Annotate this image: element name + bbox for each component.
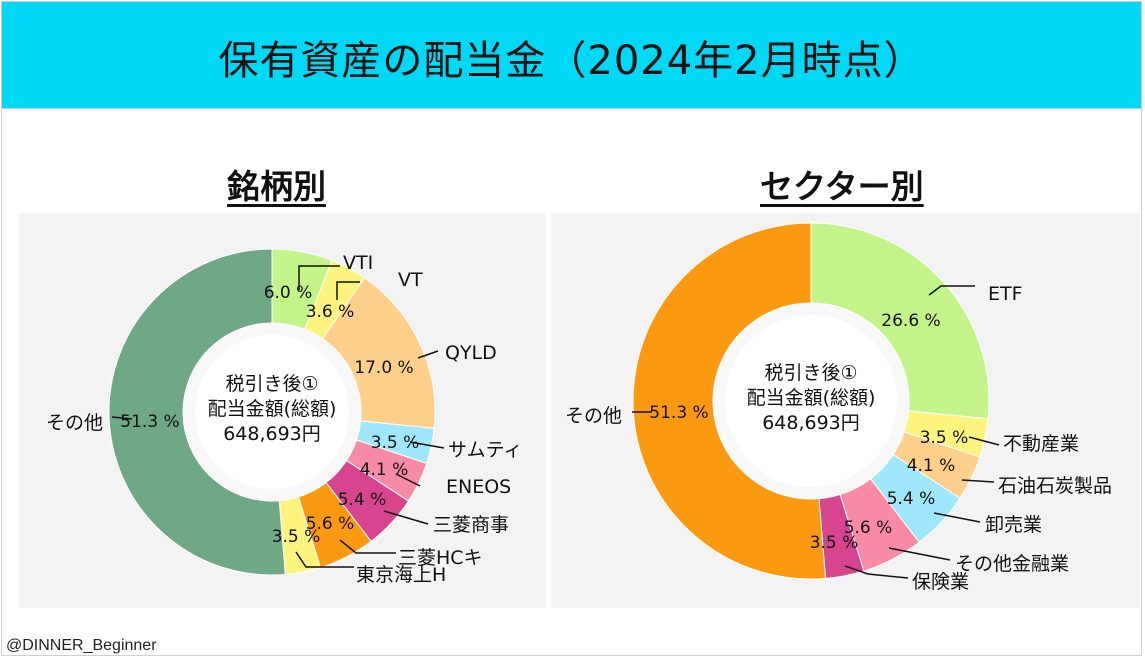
left-chart-heading: 銘柄別 [227, 167, 326, 206]
donut-slice [810, 222, 990, 420]
title-banner: 保有資産の配当金（2024年2月時点） [2, 2, 1141, 109]
slice-category-label: ENEOS [446, 476, 511, 498]
slice-category-label: 卸売業 [985, 514, 1042, 536]
slice-value-label: 4.1 % [907, 456, 956, 476]
donut-slice [632, 222, 827, 580]
leader-line [844, 565, 909, 579]
slice-category-label: その他 [565, 405, 622, 427]
slice-value-label: 5.4 % [338, 490, 387, 510]
center-label: 税引き後① [764, 362, 857, 384]
slice-value-label: 3.6 % [306, 302, 355, 322]
leader-line [888, 547, 951, 561]
slice-value-label: 5.6 % [306, 514, 355, 534]
slice-value-label: 6.0 % [264, 283, 313, 303]
leader-line [295, 551, 354, 568]
donut-slice [108, 248, 286, 576]
slice-category-label: 石油石炭製品 [998, 475, 1112, 497]
slice-value-label: 5.4 % [887, 489, 936, 509]
slice-category-label: VTI [343, 252, 373, 274]
slice-category-label: 三菱HCキ [398, 547, 483, 569]
slice-category-label: サムティ [448, 439, 522, 461]
leader-line [968, 436, 1000, 446]
leader-line [336, 281, 360, 300]
leader-line [928, 285, 975, 296]
donut-hole [725, 315, 897, 487]
leader-line [298, 265, 340, 290]
leader-line [417, 350, 439, 359]
slice-value-label: 26.6 % [881, 311, 940, 331]
slice-category-label: その他 [46, 412, 103, 434]
slice-category-label: 保険業 [912, 571, 969, 593]
center-label: 648,693円 [223, 423, 321, 445]
leader-line [933, 512, 981, 523]
slice-value-label: 17.0 % [354, 358, 413, 378]
leader-line [395, 473, 421, 487]
slice-value-label: 3.5 % [810, 533, 859, 553]
credit-text: @DINNER_Beginner [6, 637, 157, 654]
page-title: 保有資産の配当金（2024年2月時点） [218, 38, 925, 84]
slice-value-label: 4.1 % [360, 460, 409, 480]
leader-line [383, 510, 429, 525]
slice-category-label: 三菱商事 [433, 514, 509, 536]
slice-value-label: 3.5 % [920, 428, 969, 448]
leader-line [339, 539, 396, 554]
slice-category-label: その他金融業 [955, 553, 1069, 575]
slice-value-label: 3.5 % [371, 433, 420, 453]
slice-category-label: QYLD [445, 342, 497, 364]
slice-category-label: ETF [988, 283, 1023, 305]
right-chart-heading: セクター別 [760, 167, 924, 206]
donut-hole [195, 335, 349, 489]
center-label: 648,693円 [762, 412, 860, 434]
leader-line [961, 479, 995, 483]
center-label: 配当金額(総額) [208, 398, 337, 420]
center-label: 税引き後① [225, 373, 318, 395]
center-label: 配当金額(総額) [747, 387, 876, 409]
leader-line [111, 416, 133, 420]
leader-line [409, 441, 445, 449]
slice-category-label: 不動産業 [1003, 433, 1079, 455]
slice-category-label: VT [398, 269, 423, 291]
slice-value-label: 51.3 % [649, 403, 708, 423]
slice-value-label: 51.3 % [120, 412, 179, 432]
slice-value-label: 3.5 % [272, 527, 321, 547]
slice-category-label: 東京海上H [356, 564, 446, 586]
slice-value-label: 5.6 % [844, 518, 893, 538]
